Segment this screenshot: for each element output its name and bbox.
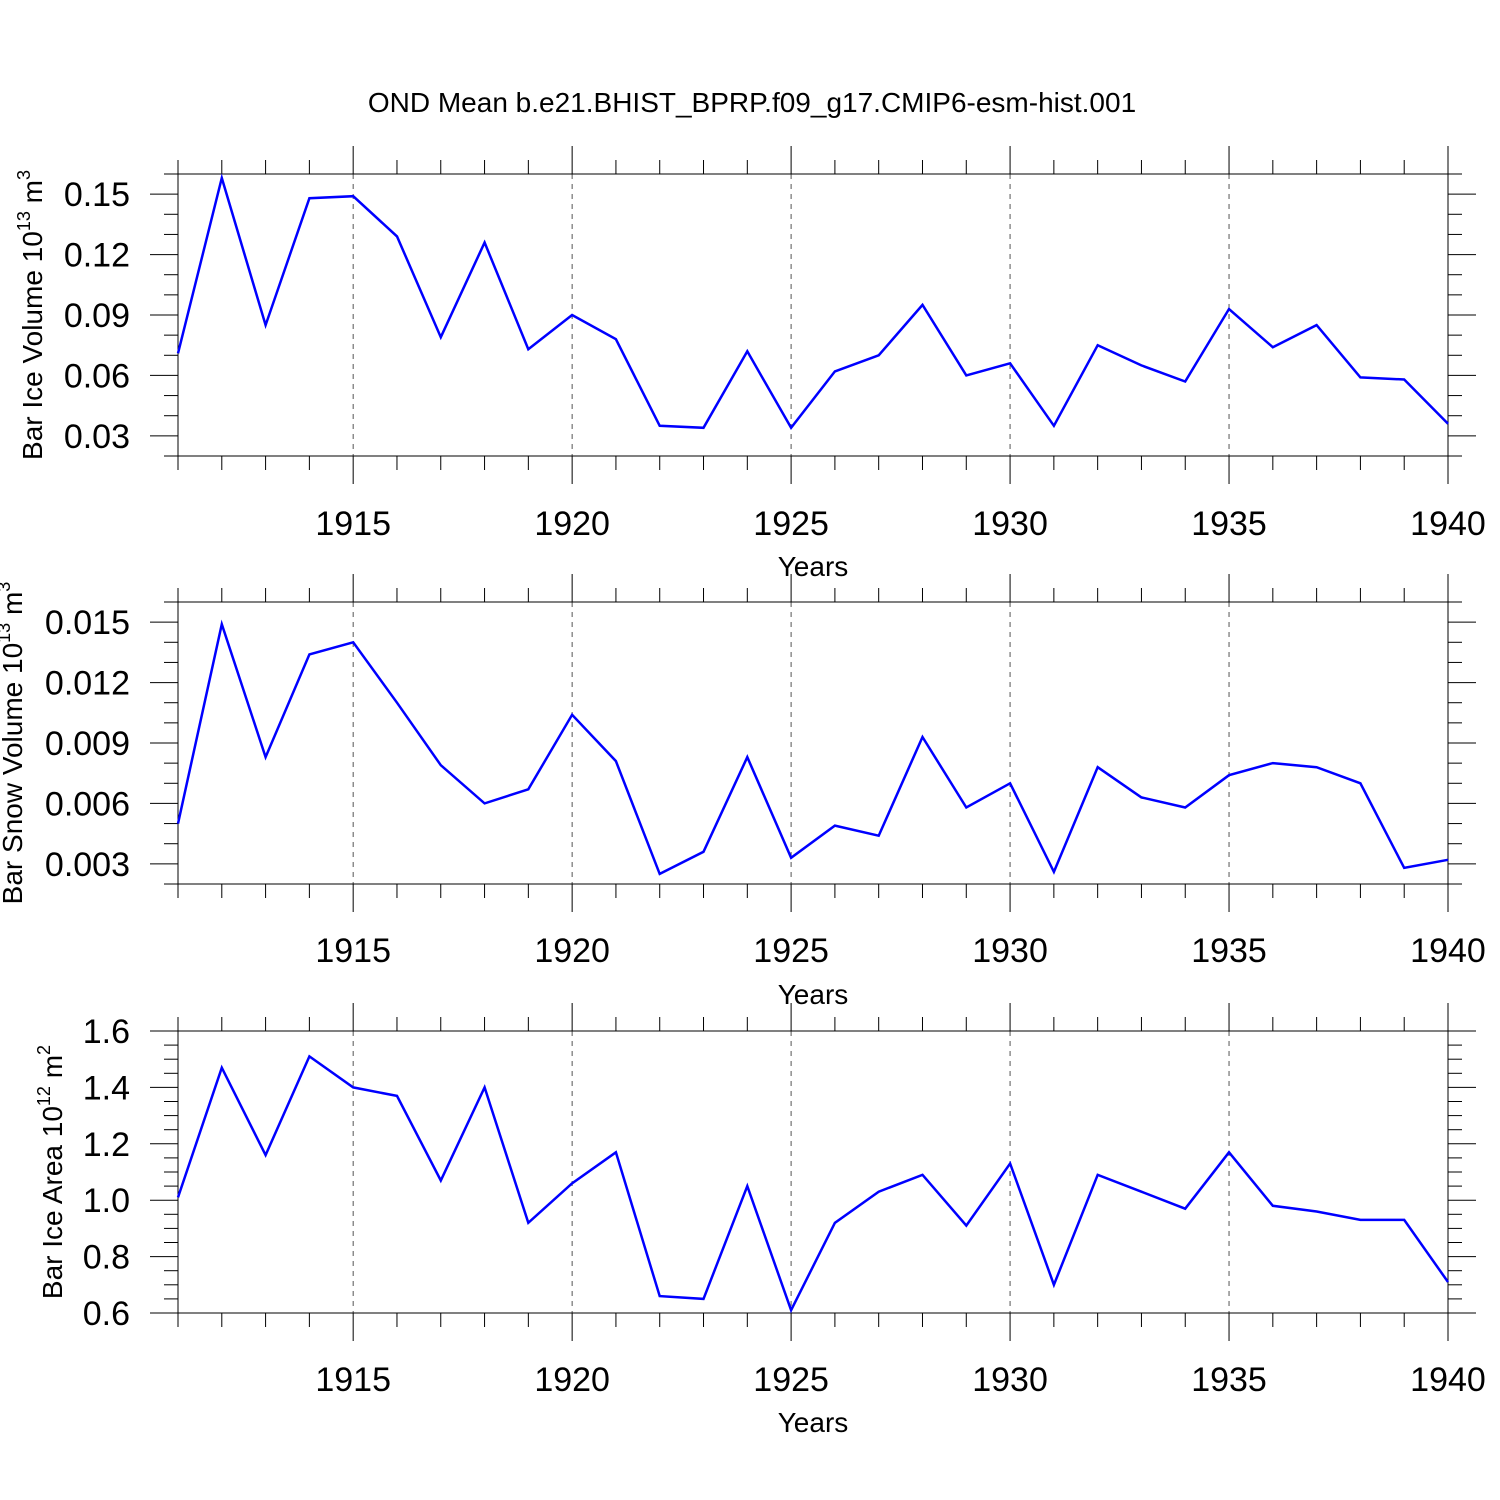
y-tick-label: 0.12 [64, 237, 130, 275]
x-tick-label: 1915 [315, 505, 391, 543]
x-tick-label: 1930 [972, 505, 1048, 543]
x-tick-label: 1935 [1191, 932, 1267, 970]
x-tick-label: 1935 [1191, 1361, 1267, 1399]
y-tick-label: 0.009 [45, 725, 130, 763]
y-tick-label: 0.015 [45, 604, 130, 642]
x-tick-label: 1935 [1191, 505, 1267, 543]
y-tick-label: 0.06 [64, 357, 130, 395]
plot-frame [177, 1030, 1449, 1314]
x-tick-label: 1940 [1410, 932, 1486, 970]
x-tick-label: 1925 [753, 1361, 829, 1399]
y-tick-label: 1.2 [83, 1126, 130, 1164]
y-axis-label: Bar Ice Volume 1013 m3 [14, 170, 48, 460]
y-tick-label: 1.0 [83, 1182, 130, 1220]
chart-title: OND Mean b.e21.BHIST_BPRP.f09_g17.CMIP6-… [368, 87, 1136, 118]
y-tick-label: 0.8 [83, 1239, 130, 1277]
x-tick-label: 1930 [972, 1361, 1048, 1399]
y-axis-label: Bar Ice Area 1012 m2 [34, 1045, 68, 1299]
panel-2: 0.003 0.006 0.009 0.012 0.015 1915 1920 1925 193… [0, 574, 1486, 1010]
y-tick-label: 0.006 [45, 785, 130, 823]
x-tick-label: 1925 [753, 932, 829, 970]
x-tick-label: 1920 [534, 505, 610, 543]
plot-frame [177, 601, 1449, 885]
x-axis-label: Years [778, 1407, 849, 1438]
x-axis-label: Years [778, 551, 849, 582]
panel-3: 0.6 0.8 1.0 1.2 1.4 1.6 1915 1920 1925 1930 1935 19… [34, 1003, 1486, 1438]
panel-1: 0.03 0.06 0.09 0.12 0.15 1915 1920 1925 1930 1935… [14, 146, 1486, 582]
x-tick-label: 1940 [1410, 505, 1486, 543]
series-line [176, 1054, 1450, 1314]
x-tick-label: 1920 [534, 932, 610, 970]
x-tick-label: 1930 [972, 932, 1048, 970]
series-line [176, 173, 1449, 431]
y-tick-label: 0.03 [64, 418, 130, 456]
plot-frame [177, 173, 1449, 457]
y-tick-label: 0.003 [45, 846, 130, 884]
y-tick-label: 1.6 [83, 1013, 130, 1051]
x-tick-label: 1920 [534, 1361, 610, 1399]
series-line [176, 619, 1449, 876]
y-tick-label: 1.4 [83, 1069, 130, 1107]
x-axis-label: Years [778, 979, 849, 1010]
x-tick-label: 1915 [315, 1361, 391, 1399]
x-tick-label: 1925 [753, 505, 829, 543]
y-tick-label: 0.15 [64, 176, 130, 214]
x-tick-label: 1940 [1410, 1361, 1486, 1399]
y-axis-label: Bar Snow Volume 1013 m3 [0, 582, 28, 905]
y-tick-label: 0.012 [45, 665, 130, 703]
y-tick-label: 0.09 [64, 297, 130, 335]
x-tick-label: 1915 [315, 932, 391, 970]
y-tick-label: 0.6 [83, 1295, 130, 1333]
